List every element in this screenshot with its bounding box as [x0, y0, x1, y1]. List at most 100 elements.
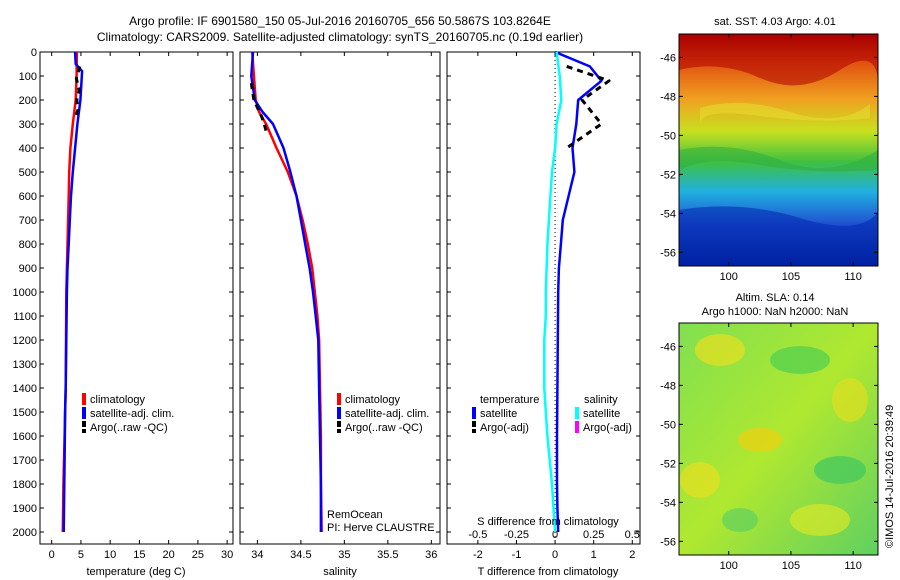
- salinity-legend: climatology satellite-adj. clim. Argo(..…: [337, 393, 429, 434]
- x-tick-label: 1: [591, 549, 597, 561]
- salinity-plot-frame: [239, 51, 441, 545]
- x-tick-label: 110: [844, 271, 862, 283]
- x-tick-label: 100: [720, 271, 738, 283]
- x2-tick-label: -0.5: [468, 529, 487, 541]
- legend-swatch-s-argo: [575, 421, 579, 433]
- figure-title-line1: Argo profile: IF 6901580_150 05-Jul-2016…: [129, 14, 551, 28]
- x-tick-label: 10: [104, 549, 116, 561]
- x2-tick-label: 0: [552, 529, 558, 541]
- t-difference-x-label: T difference from climatology: [478, 566, 619, 578]
- legend-label-climatology: climatology: [90, 394, 146, 406]
- y-tick-label: 600: [19, 191, 37, 203]
- difference-panel: -2 -1 0 1 2 -0.5 -0.25 0 0.25 0.5 temperature sat…: [446, 50, 641, 578]
- x-tick-label: 110: [844, 560, 862, 572]
- y-tick-label: -56: [660, 247, 676, 259]
- y-tick-label: 1100: [13, 311, 37, 323]
- series-line-climatology: [250, 51, 323, 533]
- imos-credit: ©IMOS 14-Jul-2016 20:39:49: [884, 405, 896, 548]
- legend-swatch-s-satellite: [575, 407, 579, 419]
- legend-swatch-climatology: [82, 393, 86, 405]
- series-line-satellite: [554, 50, 603, 533]
- legend-swatch-t-argo-dash: [472, 429, 476, 433]
- legend-swatch-climatology: [337, 393, 341, 405]
- temperature-plot-frame: [39, 51, 234, 545]
- y-tick-label: 100: [19, 71, 37, 83]
- x2-tick-label: 0.5: [625, 529, 640, 541]
- y-tick-label: -48: [660, 91, 676, 103]
- difference-plot-frame: [446, 51, 641, 545]
- x-tick-label: 35.5: [377, 549, 398, 561]
- sst-map-title: sat. SST: 4.03 Argo: 4.01: [714, 16, 836, 28]
- y-tick-label: 1300: [13, 359, 37, 371]
- sst-texture: [679, 34, 879, 266]
- x-tick-label: -2: [473, 549, 483, 561]
- y-tick-label: -54: [660, 497, 676, 509]
- x-tick-label: 5: [78, 549, 84, 561]
- series-line-satellite-adj-clim-: [62, 51, 84, 533]
- y-tick-label: -52: [660, 458, 676, 470]
- sla-texture: [680, 334, 868, 536]
- legend-label-t-satellite: satellite: [480, 408, 517, 420]
- salinity-profile-panel: 34 34.5 35 35.5 36 climatology satellite-adj…: [239, 51, 441, 578]
- y-tick-label: -56: [660, 536, 676, 548]
- x-tick-label: 105: [782, 271, 800, 283]
- y-tick-label: 1700: [13, 455, 37, 467]
- series-line-argo-raw-qc-: [249, 82, 268, 132]
- y-tick-label: 900: [19, 263, 37, 275]
- legend-swatch-argo-dash: [337, 429, 341, 433]
- annotation-pi: PI: Herve CLAUSTRE: [327, 522, 435, 534]
- legend-swatch-argo: [82, 421, 86, 427]
- legend-heading-salinity: salinity: [584, 394, 618, 406]
- sla-map-title-line2: Argo h1000: NaN h2000: NaN: [702, 306, 849, 318]
- y-tick-label: -50: [660, 419, 676, 431]
- y-tick-label: 1200: [13, 335, 37, 347]
- y-tick-label: 1500: [13, 407, 37, 419]
- series-line-argo-adj-: [565, 64, 611, 150]
- difference-legend: temperature satellite Argo(-adj) salinit…: [472, 394, 632, 434]
- legend-swatch-satellite: [337, 407, 341, 419]
- y-tick-label: 200: [19, 95, 37, 107]
- legend-label-s-argo: Argo(-adj): [583, 422, 632, 434]
- y-tick-label: -48: [660, 380, 676, 392]
- x-tick-label: -1: [512, 549, 522, 561]
- x-tick-label: 36: [425, 549, 437, 561]
- sla-map-panel: Altim. SLA: 0.14 Argo h1000: NaN h2000: …: [660, 292, 879, 572]
- x-tick-label: 25: [192, 549, 204, 561]
- y-tick-label: -46: [660, 52, 676, 64]
- x-tick-label: 34: [251, 549, 263, 561]
- x-tick-label: 30: [221, 549, 233, 561]
- sla-map-title-line1: Altim. SLA: 0.14: [736, 292, 815, 304]
- series-line-satellite: [543, 51, 563, 533]
- sla-map-frame: [678, 322, 879, 556]
- salinity-x-label: salinity: [323, 566, 357, 578]
- legend-label-s-satellite: satellite: [583, 408, 620, 420]
- x-tick-label: 15: [133, 549, 145, 561]
- legend-label-t-argo: Argo(-adj): [480, 422, 529, 434]
- x-tick-label: 35: [338, 549, 350, 561]
- legend-swatch-t-satellite: [472, 407, 476, 419]
- series-line-satellite-adj-clim-: [250, 51, 323, 532]
- y-tick-label: 300: [19, 119, 37, 131]
- y-tick-label: 1000: [13, 287, 37, 299]
- annotation-project: RemOcean: [327, 509, 383, 521]
- x-tick-label: 105: [782, 560, 800, 572]
- legend-swatch-argo-dash: [82, 429, 86, 433]
- legend-swatch-satellite: [82, 407, 86, 419]
- y-tick-label: 700: [19, 215, 37, 227]
- temperature-profile-panel: 0 5 10 15 20 25 300100200300400500600700800900…: [13, 47, 234, 578]
- x-tick-label: 20: [163, 549, 175, 561]
- y-tick-label: -52: [660, 169, 676, 181]
- s-difference-label: S difference from climatology: [477, 516, 619, 528]
- sst-map-panel: sat. SST: 4.03 Argo: 4.01 100 105 110 -46 -4…: [660, 16, 879, 283]
- legend-label-climatology: climatology: [345, 394, 401, 406]
- legend-label-satellite: satellite-adj. clim.: [345, 408, 429, 420]
- y-tick-label: 1800: [13, 479, 37, 491]
- y-tick-label: 800: [19, 239, 37, 251]
- y-tick-label: 2000: [13, 527, 37, 539]
- y-tick-label: -54: [660, 208, 676, 220]
- y-tick-label: 0: [31, 47, 37, 59]
- x-tick-label: 0: [49, 549, 55, 561]
- y-tick-label: -50: [660, 130, 676, 142]
- legend-heading-temperature: temperature: [480, 394, 539, 406]
- x2-tick-label: 0.25: [583, 529, 604, 541]
